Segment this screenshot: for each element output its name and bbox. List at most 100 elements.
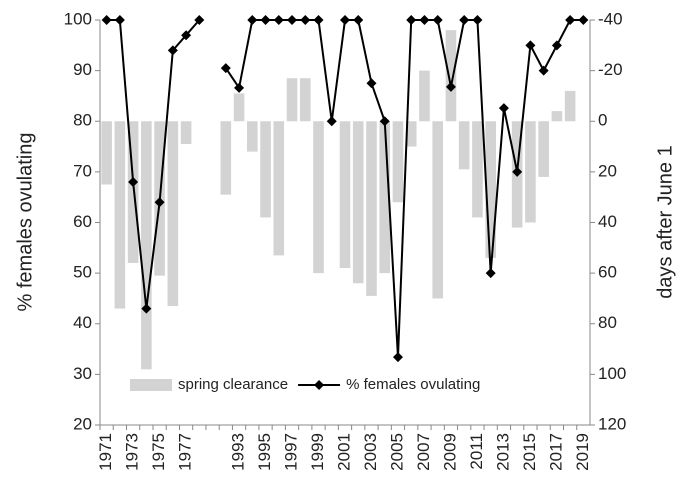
y2-tick-label: 20 [598, 161, 617, 180]
bar [538, 121, 549, 177]
bar [313, 121, 324, 274]
bar [247, 121, 258, 152]
x-tick-label: 2005 [387, 433, 406, 471]
legend-swatch [314, 380, 325, 390]
x-tick-label: 1999 [308, 433, 327, 471]
bar [114, 121, 126, 309]
marker [313, 15, 324, 25]
bar [273, 121, 285, 256]
y-tick-label: 70 [73, 161, 92, 180]
bar [392, 121, 404, 203]
y-tick-label: 90 [73, 60, 92, 79]
marker [340, 15, 350, 25]
bar [379, 121, 391, 274]
marker [353, 15, 364, 25]
bar [167, 121, 179, 307]
marker [220, 63, 231, 74]
y2-tick-label: 80 [598, 313, 617, 332]
bar [286, 78, 298, 122]
marker [525, 40, 536, 51]
marker [141, 303, 152, 314]
marker [114, 15, 125, 25]
x-tick-label: 2019 [573, 433, 592, 471]
bar [458, 121, 470, 170]
x-tick-label: 2015 [520, 433, 539, 471]
bar [233, 93, 245, 122]
y-axis-label: % females ovulating [14, 133, 36, 312]
y2-tick-label: -40 [598, 9, 623, 28]
marker [366, 78, 377, 89]
marker [445, 81, 456, 92]
bar [339, 121, 351, 269]
bar [260, 121, 271, 218]
y2-tick-label: 120 [598, 414, 626, 433]
y-tick-label: 30 [73, 364, 92, 383]
y-tick-label: 60 [73, 212, 92, 231]
y2-tick-label: -20 [598, 60, 623, 79]
marker [565, 15, 576, 25]
x-tick-label: 2011 [467, 433, 486, 470]
x-tick-label: 1971 [96, 433, 115, 471]
y2-tick-label: 60 [598, 263, 617, 282]
marker [551, 40, 562, 51]
bar [366, 121, 377, 296]
bar [485, 121, 496, 258]
x-tick-label: 2001 [334, 433, 353, 471]
marker [379, 116, 390, 127]
marker [154, 197, 165, 208]
bar [551, 111, 563, 122]
marker [287, 15, 298, 25]
y2-tick-label: 0 [598, 111, 607, 130]
y2-axis-label: days after June 1 [654, 145, 676, 298]
marker [300, 15, 311, 25]
marker [260, 15, 271, 25]
marker [392, 352, 403, 363]
x-tick-label: 1997 [282, 433, 301, 471]
bar [445, 30, 457, 122]
marker [194, 15, 205, 25]
marker [512, 166, 523, 177]
y-tick-label: 50 [73, 263, 92, 282]
bar [101, 121, 112, 185]
x-tick-label: 1975 [149, 433, 168, 471]
bar [525, 121, 536, 223]
x-tick-label: 2007 [414, 433, 433, 471]
x-tick-label: 2003 [361, 433, 380, 471]
y-tick-label: 80 [73, 111, 92, 130]
y-tick-label: 100 [64, 9, 92, 28]
marker [273, 15, 284, 25]
bar [180, 121, 192, 145]
bar [127, 121, 139, 263]
x-tick-label: 1993 [229, 433, 248, 471]
marker [578, 15, 589, 25]
marker [128, 177, 139, 187]
x-tick-label: 2013 [493, 433, 512, 471]
marker [247, 15, 258, 25]
marker [234, 82, 245, 93]
marker [538, 65, 549, 76]
x-tick-label: 1973 [123, 433, 142, 471]
marker [167, 45, 178, 56]
x-tick-label: 1977 [176, 433, 195, 471]
bar [564, 90, 576, 122]
y2-tick-label: 40 [598, 212, 617, 231]
bar [405, 121, 417, 147]
legend-label: spring clearance [178, 376, 288, 393]
marker [432, 15, 443, 25]
marker [181, 30, 192, 41]
bar [419, 70, 430, 122]
marker [459, 15, 470, 25]
marker [498, 103, 509, 114]
marker [406, 15, 417, 25]
bar [141, 121, 152, 370]
legend-swatch [130, 379, 172, 391]
bar [352, 121, 364, 284]
marker [485, 268, 496, 279]
marker [472, 15, 483, 25]
x-tick-label: 1995 [255, 433, 274, 471]
marker [101, 15, 112, 25]
x-tick-label: 2017 [546, 433, 565, 471]
y-tick-label: 40 [73, 313, 92, 332]
y2-tick-label: 100 [598, 364, 626, 383]
